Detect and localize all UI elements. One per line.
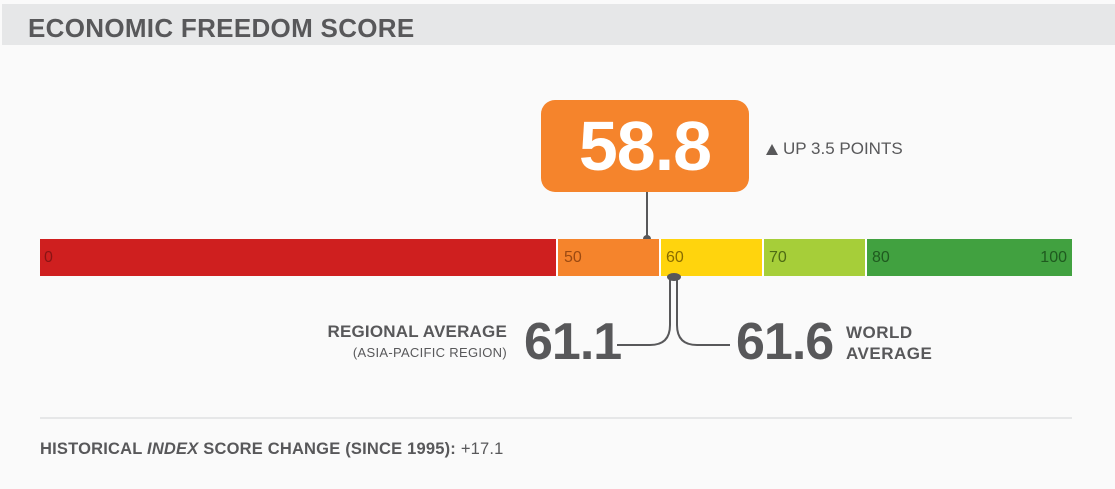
score-value: 58.8 bbox=[578, 107, 712, 185]
world-average-label: WORLD AVERAGE bbox=[846, 322, 932, 364]
historical-change-label-suffix: SCORE CHANGE (SINCE 1995): bbox=[198, 440, 457, 458]
score-change: UP 3.5 POINTS bbox=[766, 139, 903, 159]
scale-segment-0-50: 0 bbox=[40, 239, 556, 276]
triangle-up-icon bbox=[766, 143, 778, 155]
world-average-title-line2: AVERAGE bbox=[846, 344, 933, 363]
section-title: ECONOMIC FREEDOM SCORE bbox=[28, 13, 415, 43]
regional-average-subtitle: (ASIA-PACIFIC REGION) bbox=[352, 345, 507, 360]
section-divider bbox=[40, 417, 1072, 419]
historical-change-label-italic: INDEX bbox=[147, 440, 199, 458]
scale-segment-80-100: 80 100 bbox=[865, 239, 1072, 276]
scale-segment-60-70: 60 bbox=[659, 239, 762, 276]
scale-tick-label: 50 bbox=[564, 249, 582, 266]
score-scale-bar: 0 50 60 70 80 100 bbox=[40, 239, 1072, 276]
scale-tick-label: 0 bbox=[44, 249, 53, 266]
scale-tick-label: 70 bbox=[769, 249, 787, 266]
section-header: ECONOMIC FREEDOM SCORE bbox=[2, 4, 1115, 45]
regional-average-value: 61.1 bbox=[524, 313, 622, 371]
scale-segment-50-60: 50 bbox=[556, 239, 659, 276]
scale-tick-label: 60 bbox=[666, 249, 684, 266]
historical-change: HISTORICAL INDEX SCORE CHANGE (SINCE 199… bbox=[40, 440, 504, 459]
regional-average-title: REGIONAL AVERAGE bbox=[327, 322, 507, 341]
score-badge: 58.8 bbox=[541, 100, 749, 192]
world-average-value: 61.6 bbox=[736, 313, 834, 371]
score-connector-line bbox=[646, 192, 648, 238]
historical-change-label-prefix: HISTORICAL bbox=[40, 440, 148, 458]
regional-average-label: REGIONAL AVERAGE (ASIA-PACIFIC REGION) bbox=[327, 322, 507, 360]
scale-segment-70-80: 70 bbox=[762, 239, 865, 276]
world-average-title-line1: WORLD bbox=[846, 323, 913, 342]
scale-tick-label-max: 100 bbox=[1040, 249, 1067, 266]
scale-tick-label: 80 bbox=[872, 249, 890, 266]
historical-change-value: +17.1 bbox=[460, 440, 504, 458]
score-change-text: UP 3.5 POINTS bbox=[783, 139, 903, 158]
